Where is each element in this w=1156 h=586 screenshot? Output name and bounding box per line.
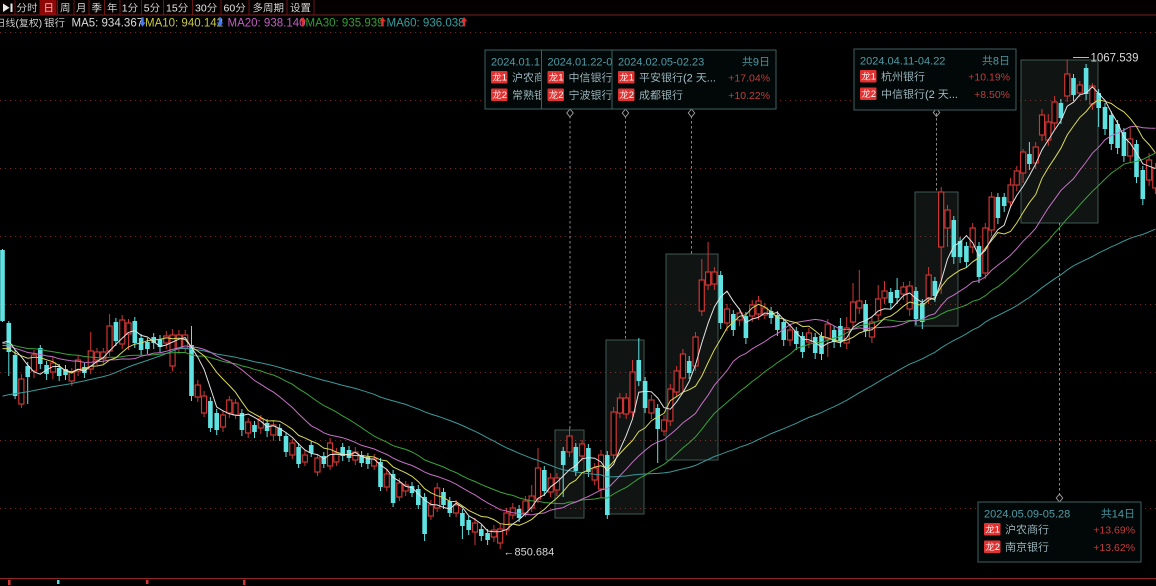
svg-text:2024.02.05-02.23: 2024.02.05-02.23	[618, 57, 704, 69]
svg-text:2: 2	[995, 542, 1000, 553]
svg-text:15: 15	[166, 3, 178, 15]
svg-text:+10.22%: +10.22%	[728, 90, 770, 102]
svg-text:+8.50%: +8.50%	[974, 89, 1010, 101]
svg-text:1: 1	[502, 73, 507, 84]
svg-text:+13.62%: +13.62%	[1093, 542, 1135, 554]
svg-text:9: 9	[753, 57, 759, 69]
svg-text:MA10: 940.142: MA10: 940.142	[145, 18, 223, 30]
svg-text:30: 30	[195, 3, 207, 15]
svg-text:MA5: 934.367: MA5: 934.367	[72, 18, 144, 30]
svg-text:(2: (2	[683, 73, 693, 85]
svg-text:2: 2	[871, 89, 876, 100]
svg-text:1: 1	[629, 73, 634, 84]
svg-text:2024.01.1: 2024.01.1	[491, 57, 540, 69]
svg-text:1: 1	[122, 3, 128, 15]
svg-text:(: (	[16, 19, 20, 30]
svg-text:2: 2	[629, 90, 634, 101]
svg-text:+10.19%: +10.19%	[968, 72, 1010, 84]
svg-text:2: 2	[502, 90, 507, 101]
svg-text:60: 60	[224, 3, 236, 15]
svg-text:MA20: 938.140: MA20: 938.140	[228, 18, 306, 30]
svg-text:(2: (2	[925, 89, 935, 101]
svg-text:2024.04.11-04.22: 2024.04.11-04.22	[860, 56, 945, 68]
svg-text:...: ...	[949, 89, 958, 101]
svg-text:2: 2	[558, 90, 563, 101]
svg-text:MA30: 935.939: MA30: 935.939	[306, 18, 384, 30]
svg-text:1: 1	[995, 525, 1000, 536]
svg-text:1: 1	[871, 72, 876, 83]
svg-text:): )	[39, 19, 42, 30]
svg-text:2024.01.22-02.0: 2024.01.22-02.0	[548, 57, 628, 69]
svg-text:8: 8	[993, 56, 999, 68]
svg-text:1: 1	[558, 73, 563, 84]
svg-text:MA60: 936.038: MA60: 936.038	[387, 18, 465, 30]
svg-text:←850.684: ←850.684	[504, 547, 555, 559]
svg-text:...: ...	[707, 73, 716, 85]
svg-text:5: 5	[144, 3, 150, 15]
svg-text:+17.04%: +17.04%	[728, 73, 770, 85]
svg-text:2024.05.09-05.28: 2024.05.09-05.28	[984, 509, 1070, 521]
svg-text:1067.539: 1067.539	[1091, 53, 1139, 65]
svg-text:+13.69%: +13.69%	[1093, 525, 1135, 537]
svg-text:14: 14	[1112, 509, 1124, 521]
